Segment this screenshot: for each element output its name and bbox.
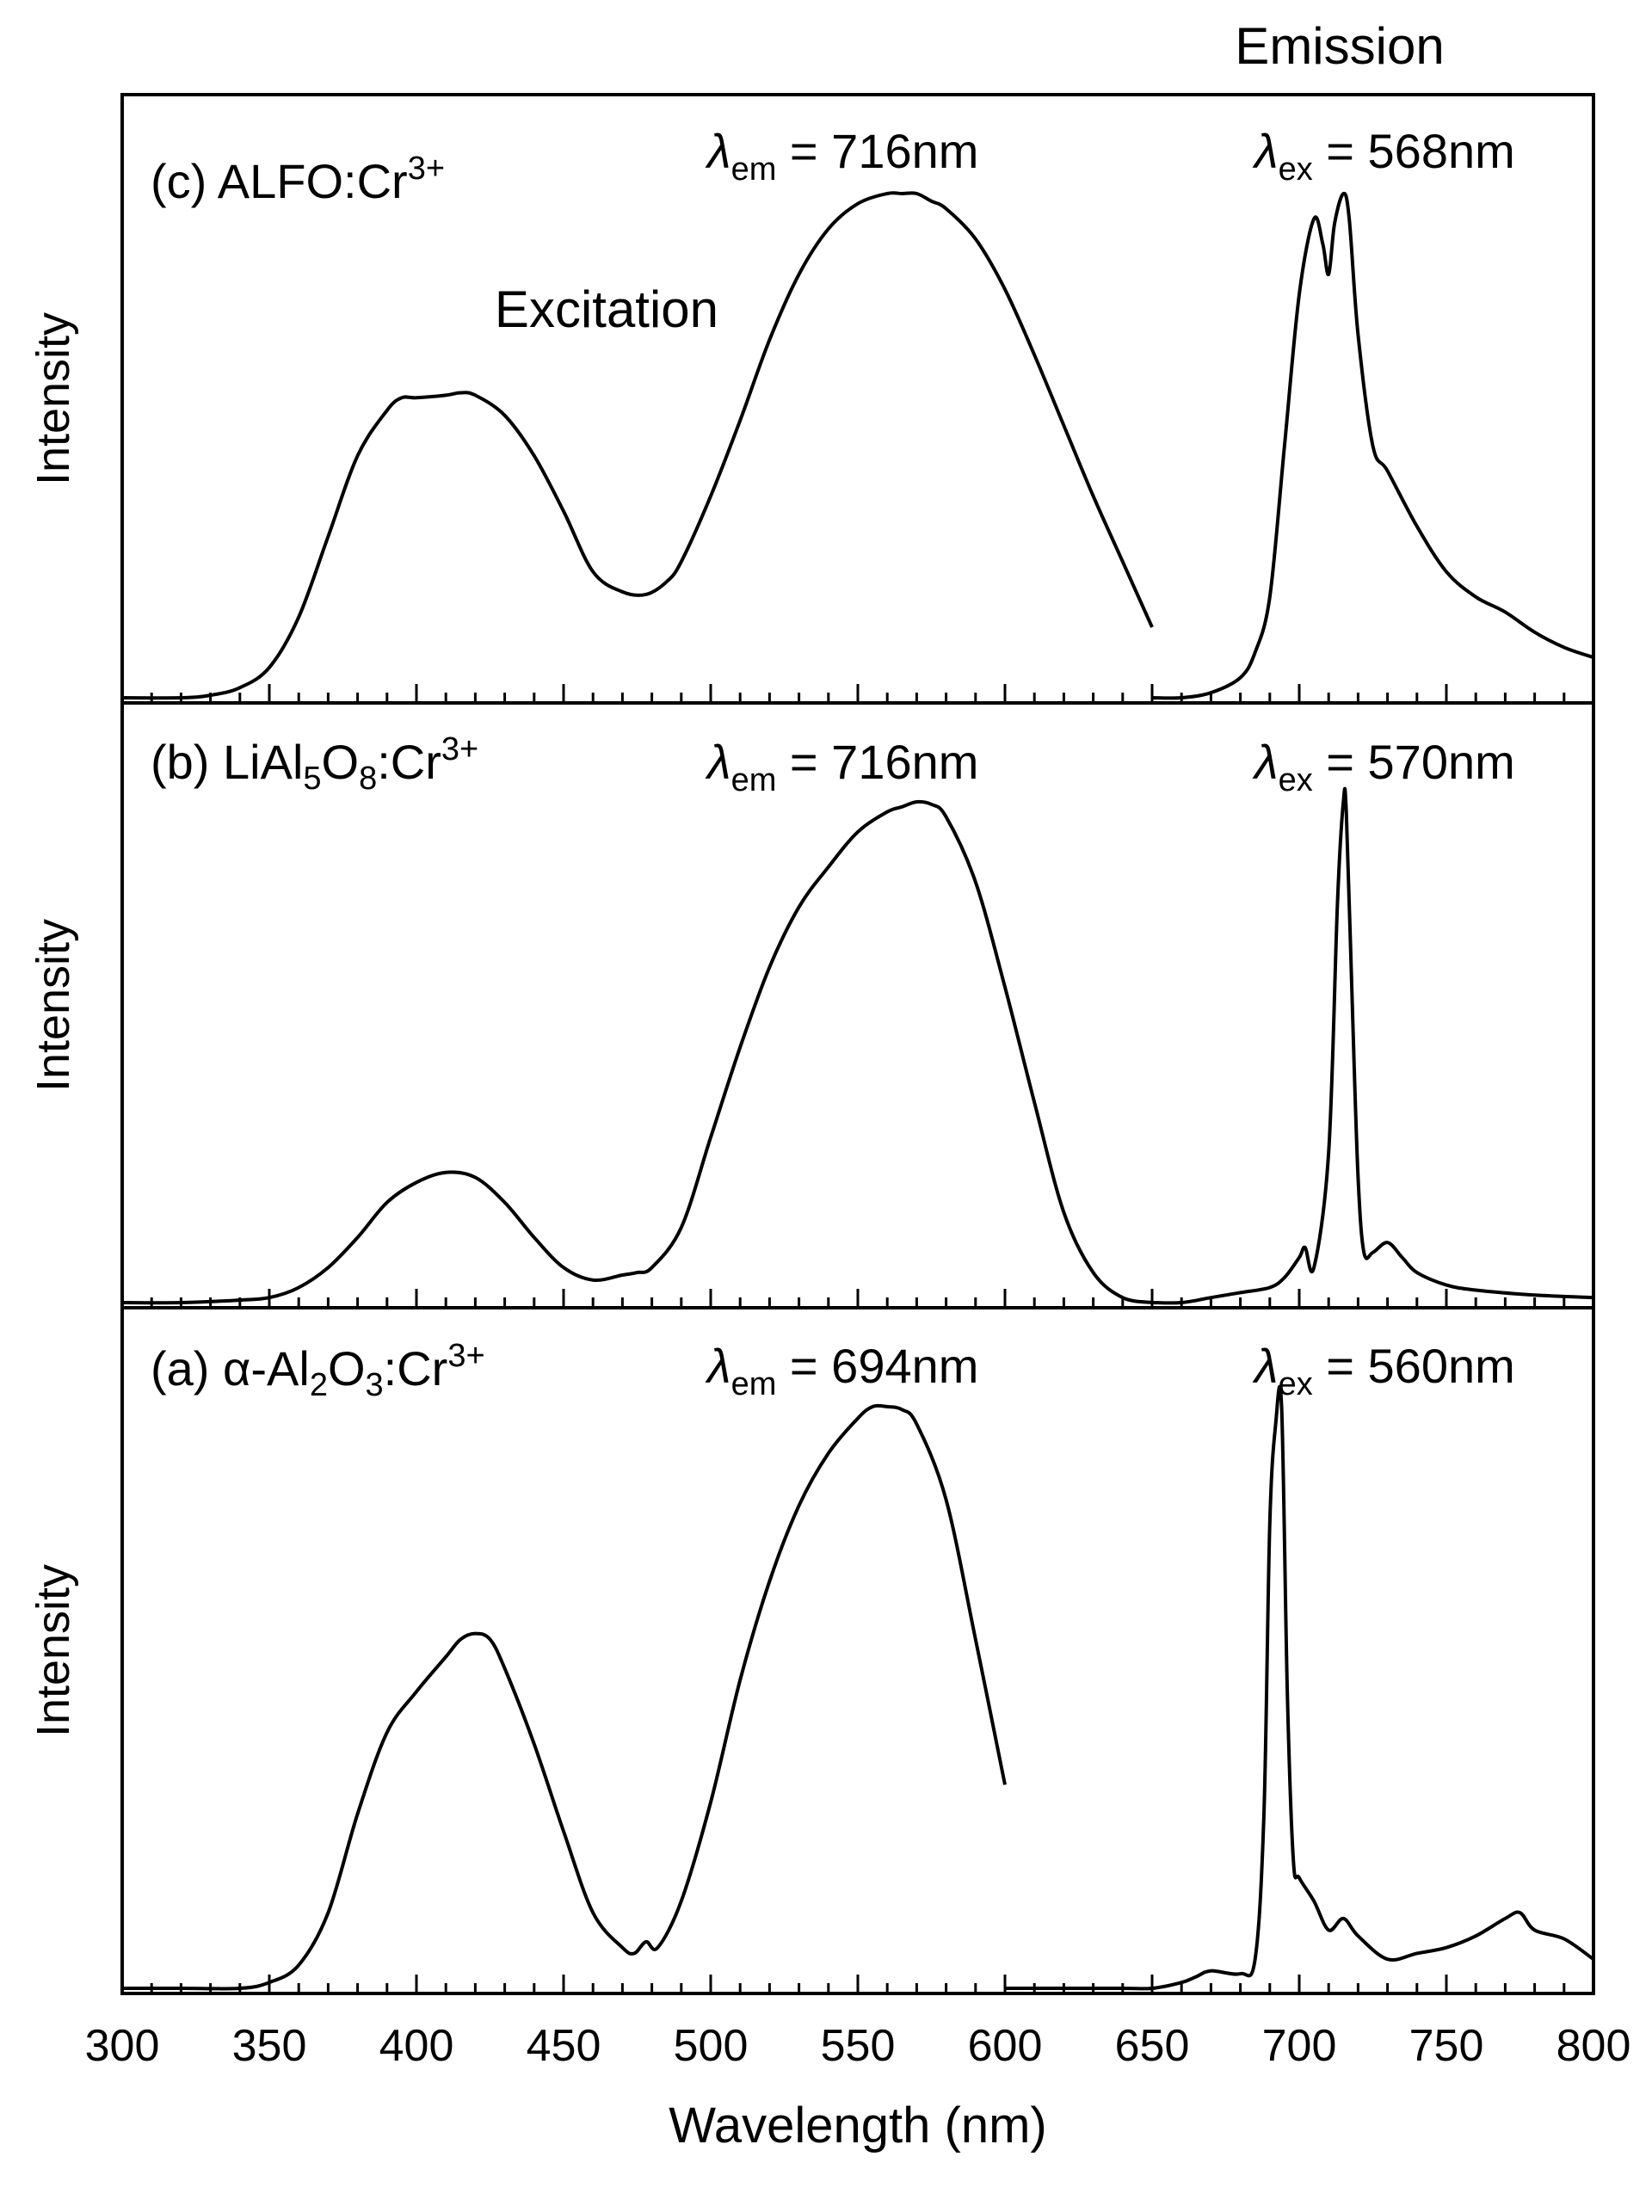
panel-label-a-part-1: 2 (310, 1367, 328, 1403)
panel-label-b-part-5: 3+ (441, 731, 478, 767)
lambda-ex-c-value: = 568nm (1313, 124, 1515, 178)
panel-label-b-part-3: 8 (359, 761, 377, 797)
lambda-em-a-value: = 694nm (776, 1339, 978, 1393)
lambda-em-c-value: = 716nm (776, 124, 978, 178)
lambda-ex-a-symbol: λ (1252, 1339, 1279, 1393)
panel-annotations: (c) ALFO:Cr3+ λem = 716nm λex = 568nmInten… (28, 124, 1515, 1737)
series-excitation-panel-a (121, 1403, 1007, 1991)
panel-label-a-part-0: (a) α-Al (151, 1341, 310, 1396)
y-axis-label-a: Intensity (28, 1564, 79, 1737)
lambda-ex-a: λex = 560nm (1252, 1339, 1515, 1402)
lambda-ex-b-symbol: λ (1252, 735, 1279, 789)
panel-label-a: (a) α-Al2O3:Cr3+ (151, 1338, 485, 1403)
x-tick-label-350: 350 (232, 2021, 307, 2071)
lambda-ex-a-subscript: ex (1279, 1366, 1313, 1402)
lambda-em-c-subscript: em (731, 151, 777, 188)
panel-label-b-part-1: 5 (303, 761, 321, 797)
x-tick-label-550: 550 (821, 2021, 896, 2071)
emission-header: Emission (1235, 17, 1444, 75)
panel-label-b-part-4: :Cr (377, 735, 441, 789)
lambda-ex-a-value: = 560nm (1313, 1339, 1515, 1393)
x-tick-label-450: 450 (527, 2021, 601, 2071)
data-curves (121, 191, 1595, 1991)
lambda-ex-b: λex = 570nm (1252, 735, 1515, 798)
panel-label-a-part-2: O (328, 1341, 366, 1396)
panel-label-c: (c) ALFO:Cr3+ (151, 151, 445, 208)
panel-label-b-part-0: (b) LiAl (151, 735, 303, 789)
panel-label-a-part-3: 3 (366, 1367, 384, 1403)
x-tick-label-600: 600 (968, 2021, 1043, 2071)
x-tick-label-500: 500 (674, 2021, 749, 2071)
lambda-em-b-value: = 716nm (776, 735, 978, 789)
x-tick-label-400: 400 (379, 2021, 454, 2071)
lambda-em-c-symbol: λ (705, 124, 731, 178)
panel-label-c-part-0: (c) ALFO:Cr (151, 154, 408, 208)
x-tick-label-650: 650 (1115, 2021, 1190, 2071)
panel-label-c-part-1: 3+ (408, 151, 445, 187)
x-axis-title: Wavelength (nm) (669, 2098, 1046, 2153)
panel-label-b: (b) LiAl5O8:Cr3+ (151, 731, 478, 797)
lambda-em-a: λem = 694nm (705, 1339, 978, 1402)
series-emission-panel-b (1151, 786, 1594, 1305)
x-tick-label-800: 800 (1556, 2021, 1631, 2071)
panel-label-a-part-5: 3+ (447, 1338, 484, 1374)
lambda-ex-c: λex = 568nm (1252, 124, 1515, 188)
lambda-em-a-symbol: λ (705, 1339, 731, 1393)
series-emission-panel-c (1151, 191, 1594, 700)
panel-label-b-part-2: O (322, 735, 360, 789)
series-emission-panel-a (1004, 1384, 1595, 1991)
series-excitation-panel-c (121, 191, 1154, 700)
lambda-ex-b-value: = 570nm (1313, 735, 1515, 789)
x-tick-labels: 300 350 400 450 500 550 600 650 700 750 800 (85, 2021, 1631, 2071)
lambda-em-c: λem = 716nm (705, 124, 978, 188)
panel-label-a-part-4: :Cr (384, 1341, 448, 1396)
excitation-header: Excitation (495, 280, 718, 338)
y-axis-label-c: Intensity (28, 312, 79, 485)
y-axis-label-b: Intensity (28, 919, 79, 1092)
lambda-em-b-symbol: λ (705, 735, 731, 789)
lambda-ex-b-subscript: ex (1279, 762, 1313, 798)
x-tick-label-700: 700 (1262, 2021, 1337, 2071)
lambda-em-a-subscript: em (731, 1366, 777, 1402)
series-excitation-panel-b (121, 799, 1153, 1305)
x-tick-label-750: 750 (1409, 2021, 1484, 2071)
lambda-em-b: λem = 716nm (705, 735, 978, 798)
lambda-ex-c-subscript: ex (1279, 151, 1313, 188)
lambda-em-b-subscript: em (731, 762, 777, 798)
lambda-ex-c-symbol: λ (1252, 124, 1279, 178)
x-tick-label-300: 300 (85, 2021, 160, 2071)
